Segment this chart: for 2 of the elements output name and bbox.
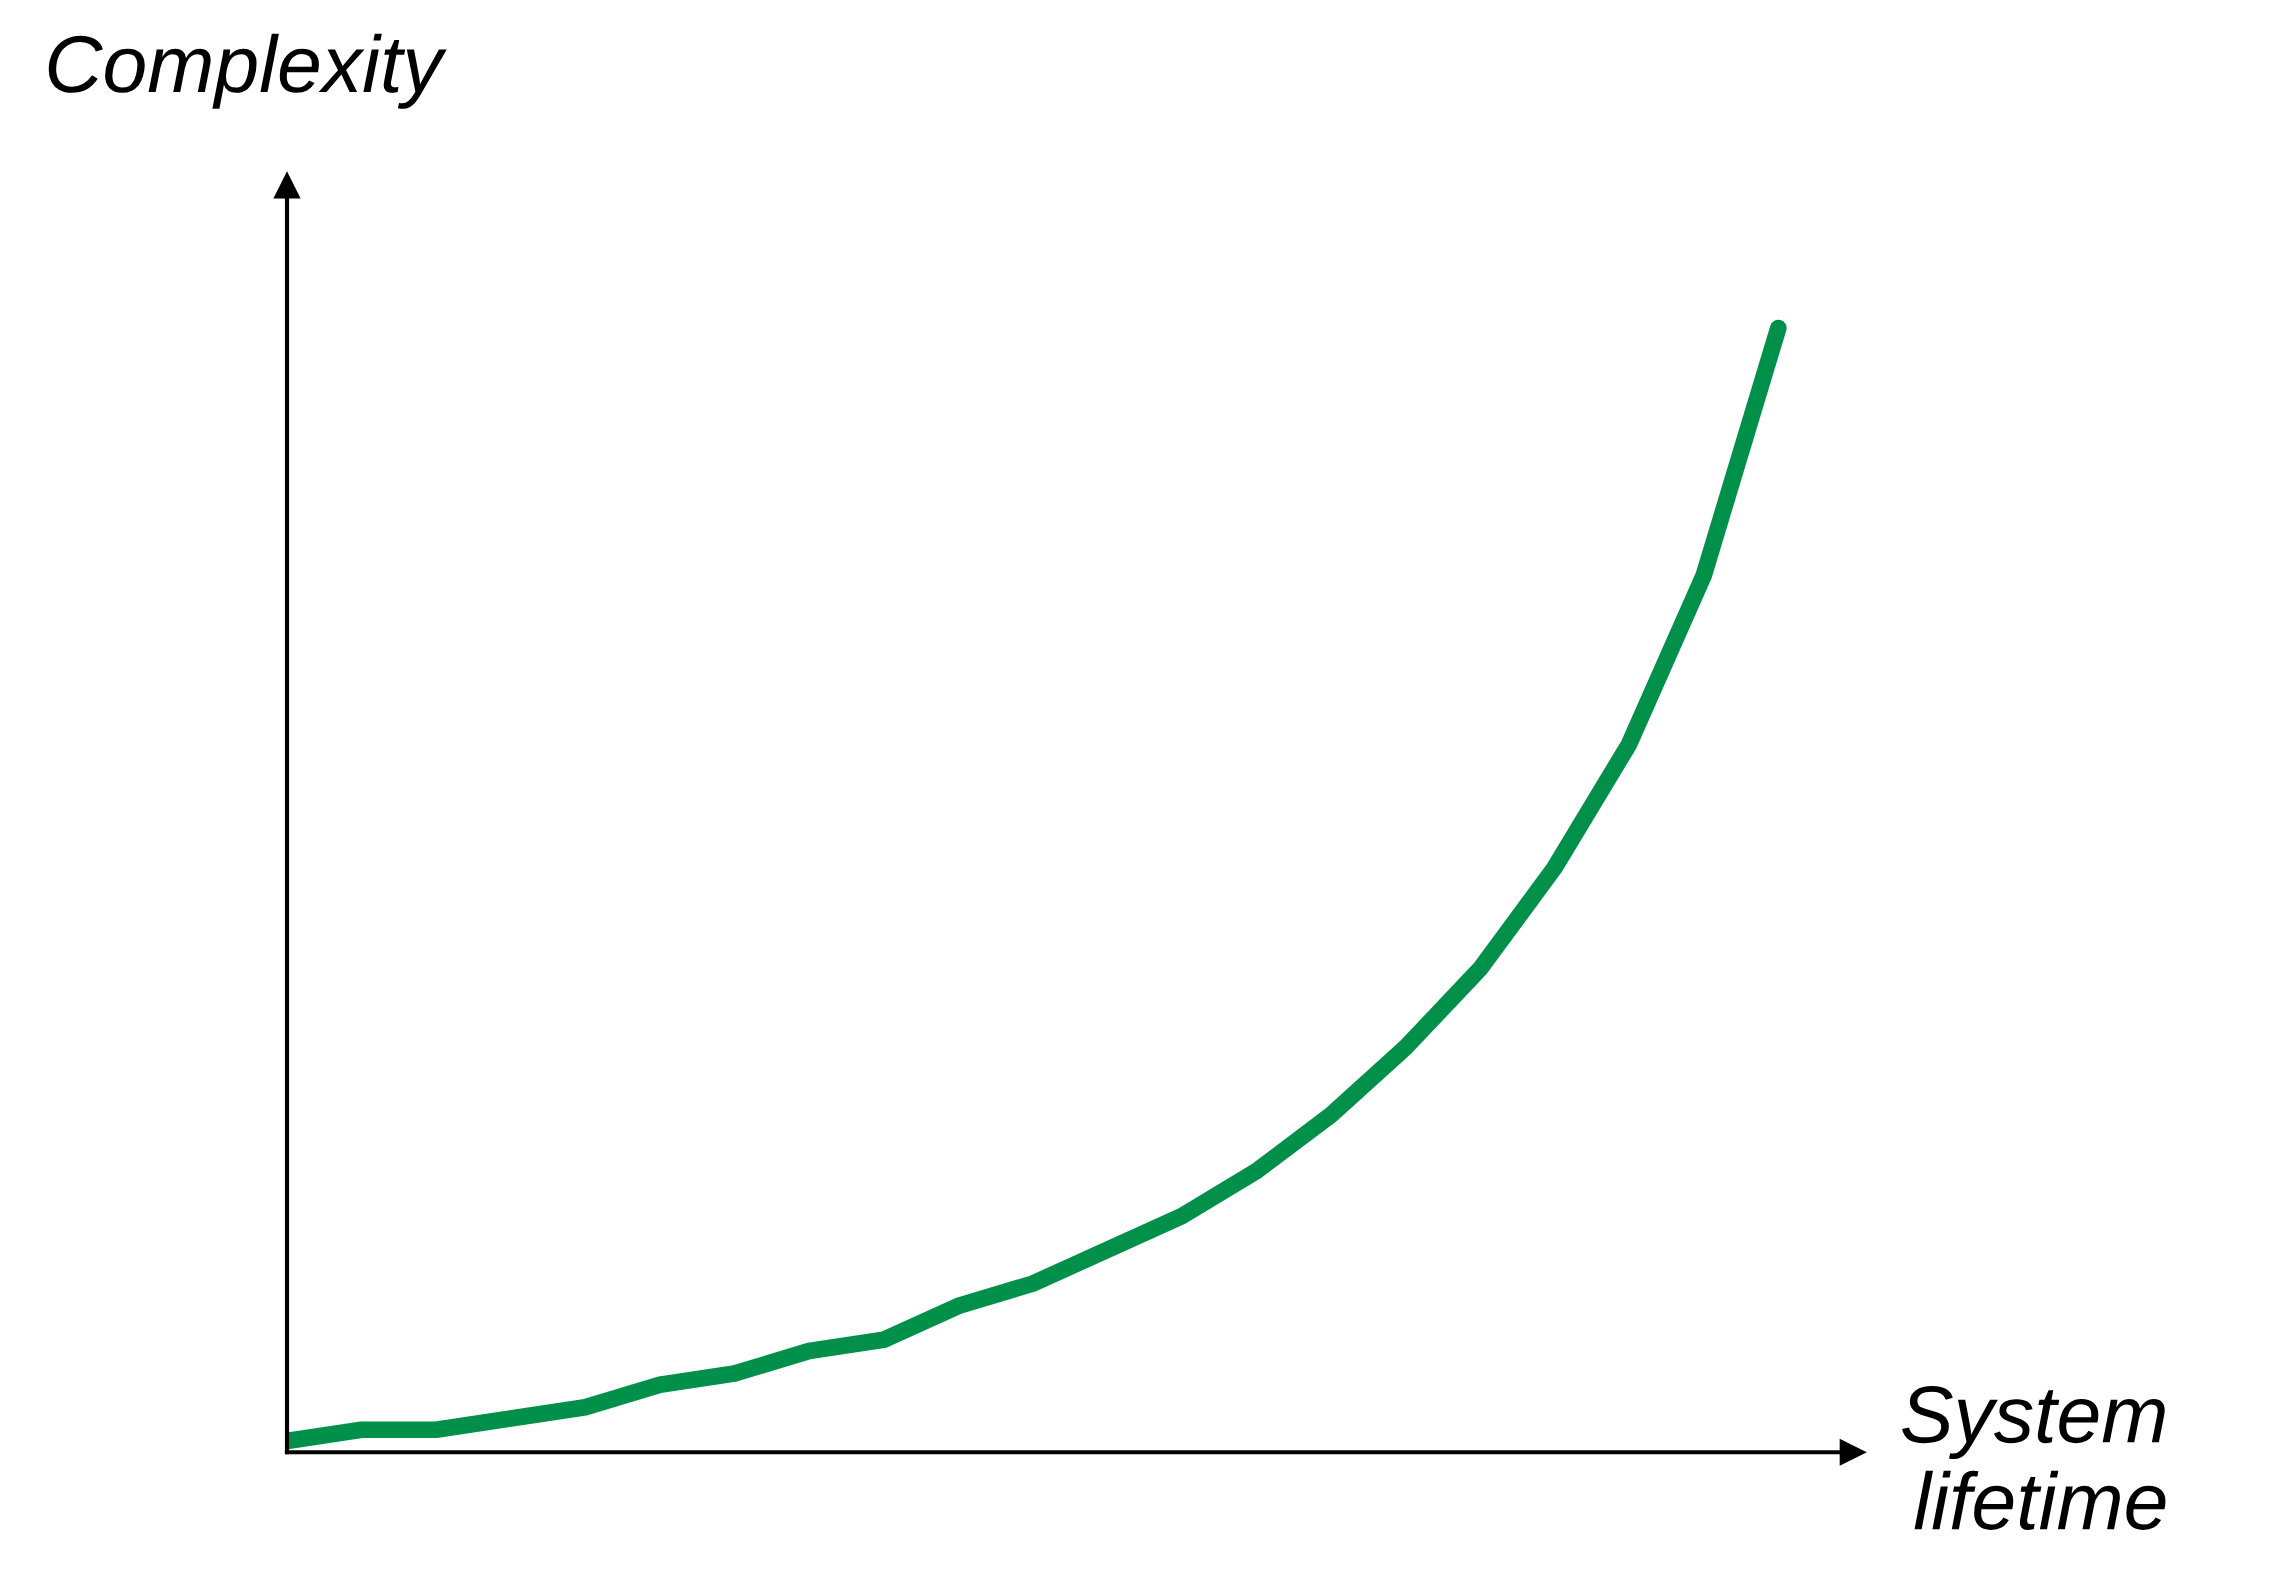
- y-axis-title: Complexity: [48, 33, 447, 109]
- x-axis-title: System lifetime: [1902, 1386, 2166, 1530]
